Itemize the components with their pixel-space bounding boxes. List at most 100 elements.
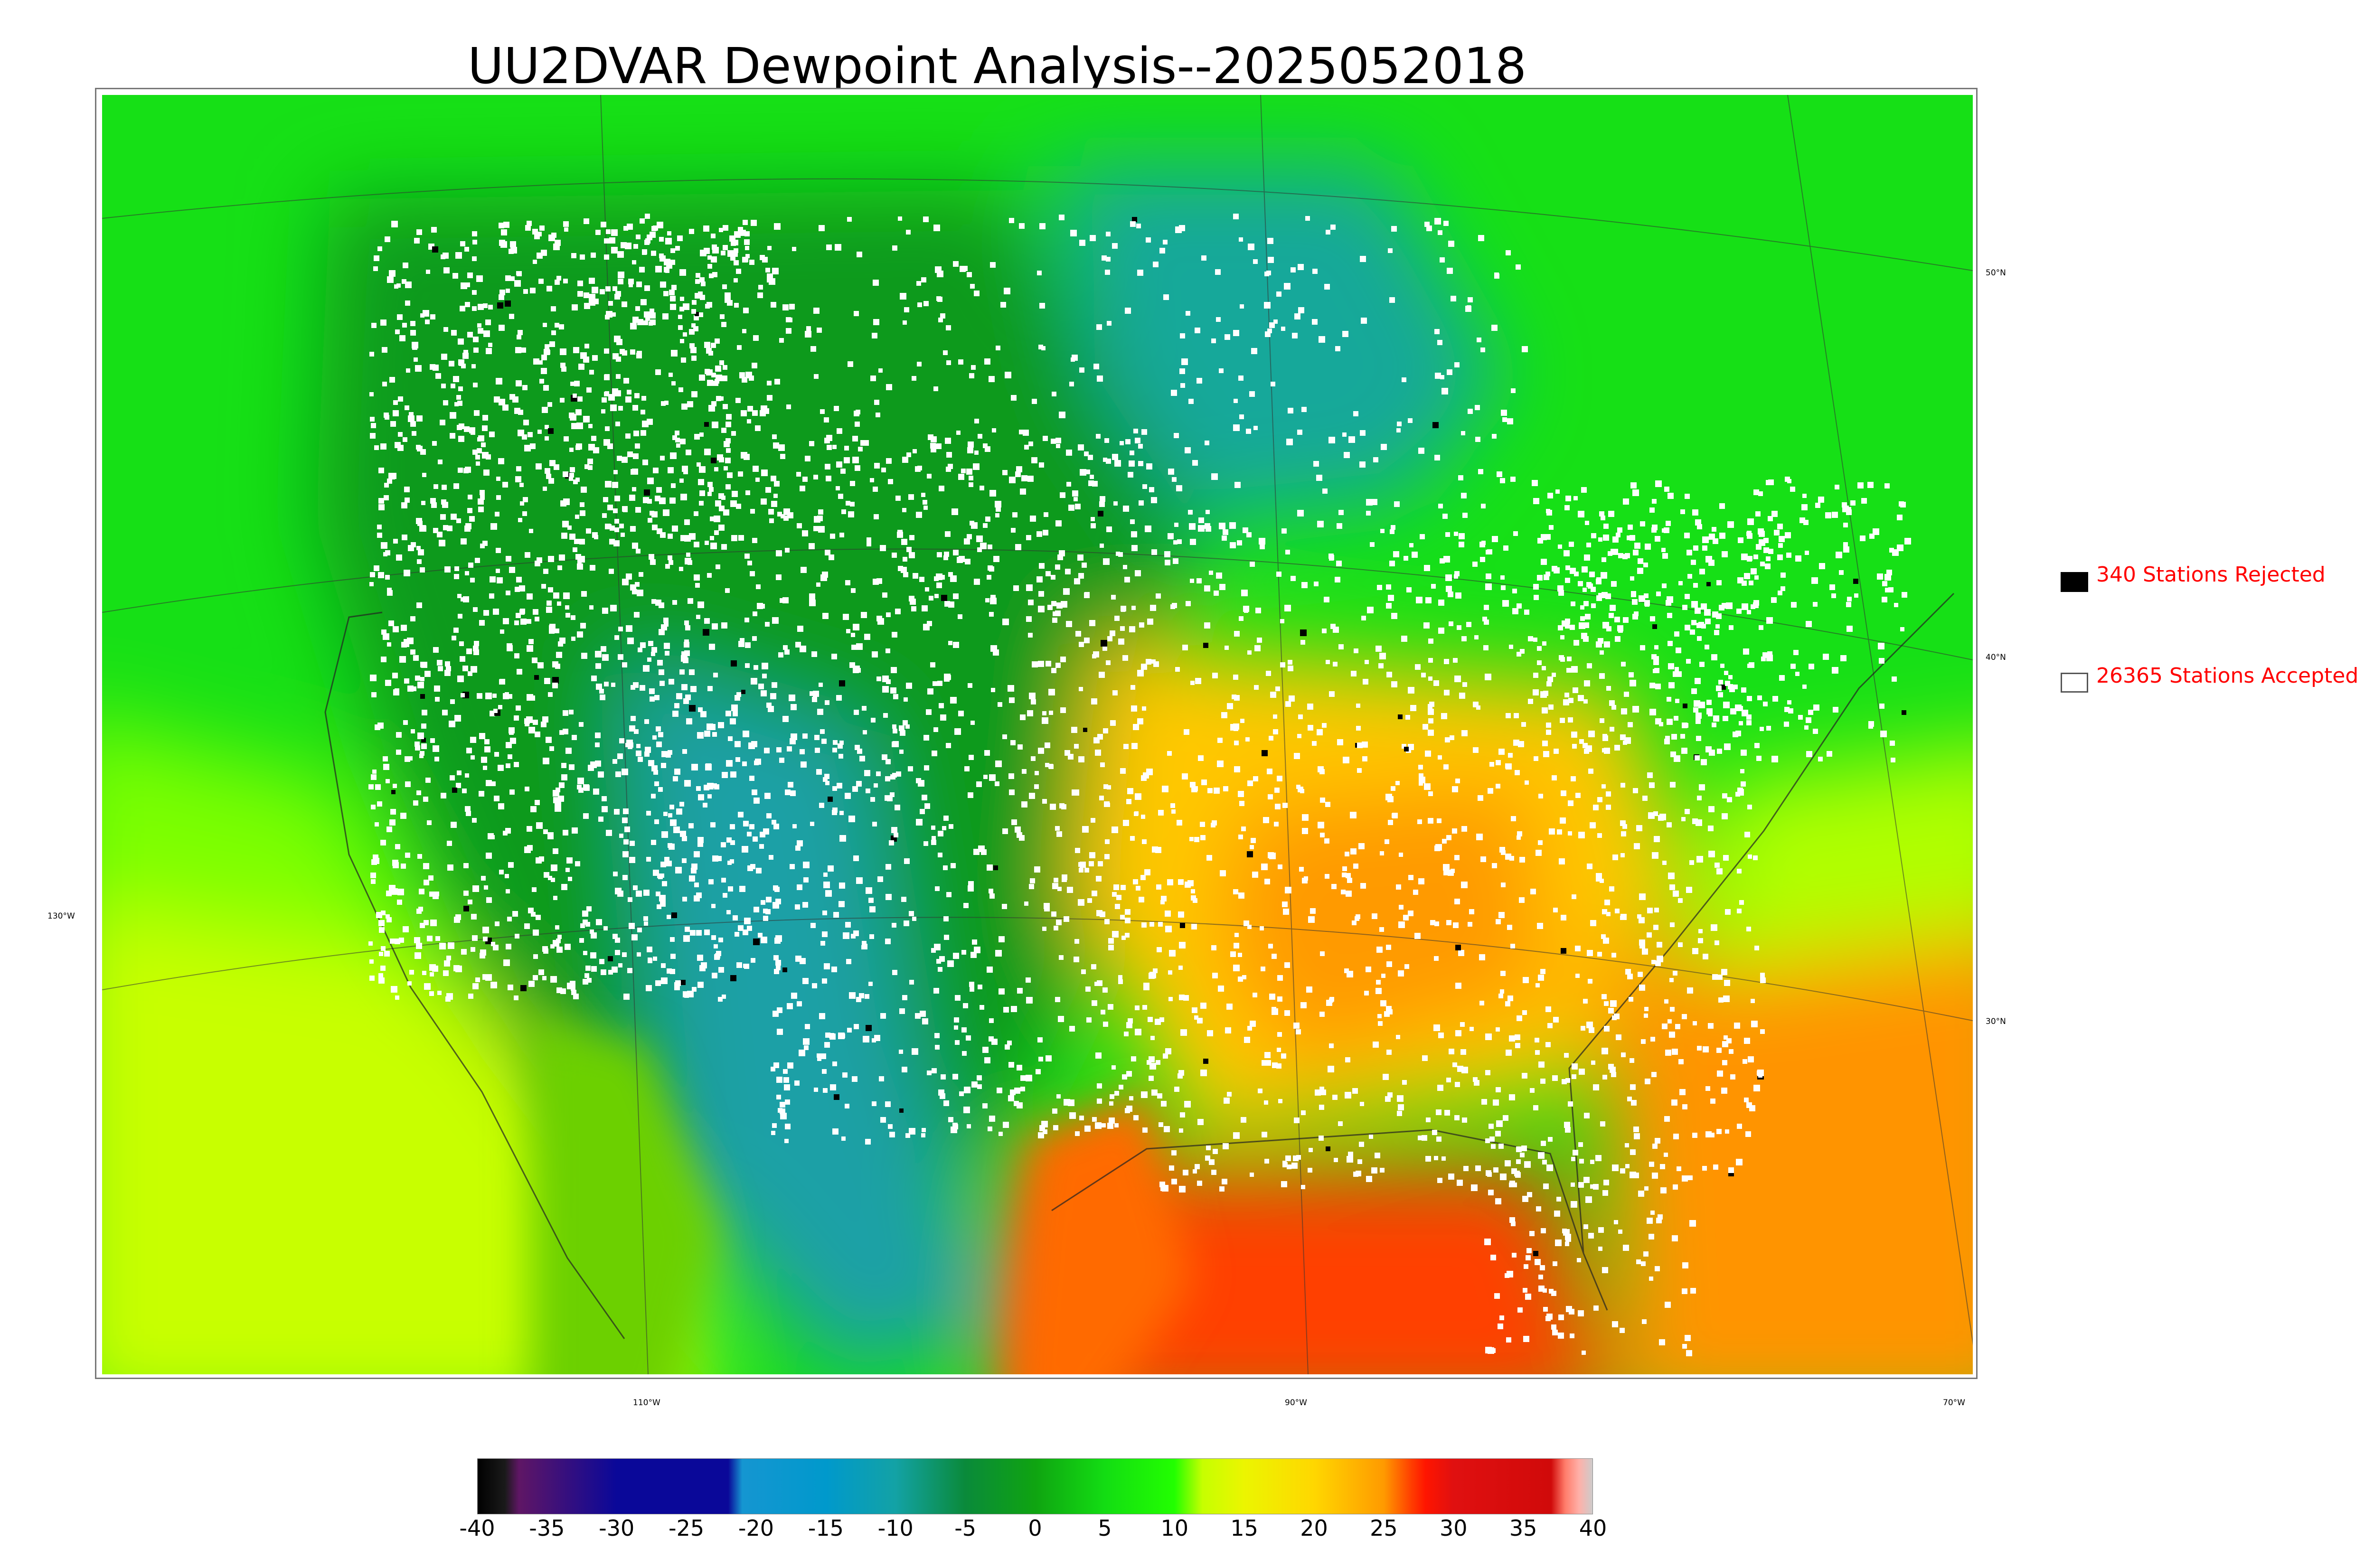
accepted-station — [1328, 437, 1335, 443]
accepted-station — [651, 765, 658, 771]
accepted-station — [766, 703, 772, 708]
accepted-station — [1030, 878, 1035, 883]
accepted-station — [726, 448, 731, 453]
accepted-station — [393, 626, 399, 632]
accepted-station — [553, 896, 557, 900]
accepted-station — [1542, 666, 1546, 670]
accepted-station — [1353, 411, 1358, 416]
accepted-station — [1396, 1035, 1400, 1039]
accepted-station — [518, 330, 523, 335]
accepted-station — [1563, 699, 1569, 705]
accepted-station — [380, 966, 386, 971]
accepted-station — [473, 607, 478, 612]
accepted-station — [1695, 678, 1701, 684]
accepted-station — [1391, 786, 1395, 791]
accepted-station — [1590, 822, 1596, 828]
accepted-station — [1269, 853, 1276, 859]
accepted-station — [1442, 839, 1447, 844]
accepted-station — [1180, 1112, 1185, 1117]
accepted-station — [1561, 915, 1566, 920]
accepted-station — [680, 535, 687, 541]
accepted-station — [772, 820, 776, 825]
accepted-station — [1766, 617, 1773, 624]
accepted-station — [971, 1081, 978, 1088]
accepted-station — [1377, 1014, 1382, 1018]
accepted-station — [1118, 979, 1123, 984]
accepted-station — [747, 406, 753, 412]
accepted-station — [1784, 722, 1789, 727]
accepted-station — [1174, 523, 1178, 527]
accepted-station — [745, 372, 752, 378]
accepted-station — [421, 501, 425, 505]
accepted-station — [1632, 614, 1638, 620]
accepted-station — [1549, 828, 1555, 835]
accepted-station — [772, 617, 779, 624]
map-area[interactable] — [95, 88, 1978, 1379]
accepted-station — [935, 886, 940, 891]
accepted-station — [484, 746, 490, 752]
accepted-station — [810, 822, 814, 826]
accepted-station — [1038, 1057, 1043, 1061]
accepted-station — [1634, 843, 1640, 849]
accepted-station — [1662, 583, 1667, 588]
accepted-station — [836, 461, 842, 468]
accepted-station — [833, 912, 839, 918]
accepted-station — [387, 588, 392, 592]
accepted-station — [1387, 1009, 1393, 1014]
accepted-station — [1243, 527, 1248, 533]
accepted-station — [1216, 317, 1221, 322]
accepted-station — [646, 985, 652, 991]
accepted-station — [660, 901, 666, 907]
accepted-station — [1701, 759, 1707, 765]
accepted-station — [386, 779, 390, 783]
accepted-station — [662, 313, 669, 319]
accepted-station — [1744, 1098, 1749, 1102]
accepted-station — [667, 968, 672, 974]
accepted-station — [1591, 533, 1596, 538]
accepted-station — [904, 307, 909, 312]
accepted-station — [716, 564, 720, 569]
accepted-station — [813, 526, 819, 531]
accepted-station — [1178, 966, 1183, 970]
accepted-station — [1100, 911, 1105, 917]
accepted-station — [1114, 616, 1120, 621]
accepted-station — [1123, 506, 1129, 512]
accepted-station — [522, 385, 528, 390]
accepted-station — [742, 761, 747, 766]
accepted-station — [650, 559, 656, 565]
accepted-station — [1230, 542, 1236, 548]
accepted-station — [950, 697, 957, 704]
rejected-station — [671, 912, 677, 918]
accepted-station — [1036, 576, 1043, 582]
accepted-station — [1552, 775, 1557, 780]
accepted-station — [919, 577, 924, 582]
accepted-station — [1722, 1041, 1728, 1047]
accepted-station — [782, 716, 789, 722]
accepted-station — [1777, 554, 1783, 560]
accepted-station — [684, 620, 689, 625]
accepted-station — [1434, 218, 1441, 225]
accepted-station — [899, 1050, 903, 1054]
accepted-station — [1558, 625, 1563, 630]
accepted-station — [1438, 504, 1443, 508]
accepted-station — [405, 282, 412, 288]
accepted-station — [1434, 1156, 1438, 1160]
accepted-station — [1082, 826, 1089, 833]
accepted-station — [1359, 461, 1366, 468]
accepted-station — [1396, 884, 1401, 890]
accepted-station — [563, 279, 568, 283]
accepted-station — [1546, 681, 1552, 686]
accepted-station — [406, 368, 410, 373]
lat-label-50n: 50°N — [1986, 268, 2006, 278]
accepted-station — [761, 405, 767, 412]
accepted-station — [546, 286, 552, 291]
accepted-station — [1833, 707, 1838, 713]
accepted-station — [514, 620, 519, 625]
accepted-station — [596, 684, 602, 690]
accepted-station — [1716, 868, 1723, 874]
accepted-station — [1564, 550, 1570, 556]
accepted-station — [530, 443, 536, 449]
accepted-station — [1749, 581, 1753, 585]
accepted-station — [964, 766, 970, 771]
accepted-station — [1612, 854, 1618, 860]
